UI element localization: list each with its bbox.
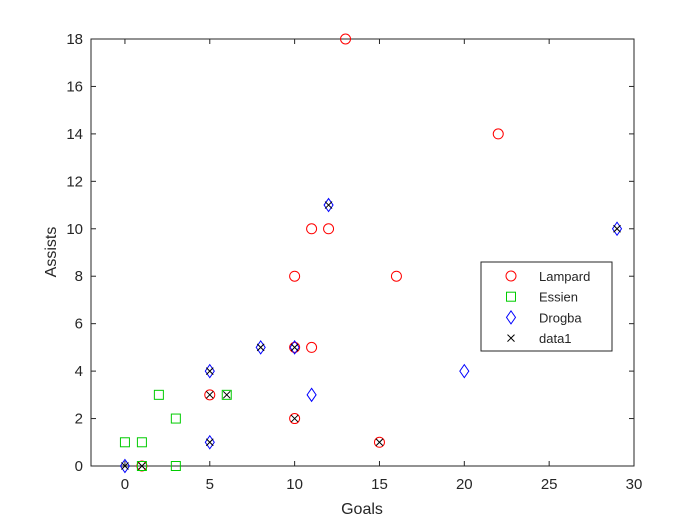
point-drogba [255, 340, 266, 355]
y-axis-label: Assists [43, 227, 60, 278]
legend-marker-drogba [505, 310, 517, 325]
point-data1 [290, 343, 299, 352]
legend-label-essien: Essien [539, 290, 578, 305]
legend-label-drogba: Drogba [539, 310, 582, 325]
point-lampard [289, 413, 301, 425]
point-lampard [306, 223, 318, 235]
point-lampard [373, 436, 385, 448]
point-essien [170, 413, 181, 424]
point-drogba [323, 197, 334, 213]
point-data1 [138, 462, 146, 470]
point-data1 [290, 414, 299, 423]
legend: Lampard Essien Drogba data1 [480, 261, 613, 352]
point-data1 [121, 462, 129, 470]
point-drogba [204, 363, 215, 379]
y-tick-label: 18 [66, 31, 83, 48]
point-drogba [289, 340, 300, 355]
legend-marker-data1 [507, 334, 515, 342]
point-data1 [375, 438, 384, 447]
point-lampard [492, 128, 504, 140]
y-tick-label: 10 [66, 221, 83, 238]
legend-label-data1: data1 [539, 331, 572, 346]
y-tick-label: 8 [75, 268, 83, 285]
legend-box [480, 261, 613, 352]
point-essien [119, 437, 130, 448]
point-data1 [205, 390, 214, 399]
point-lampard [340, 33, 352, 45]
point-essien [221, 389, 232, 400]
legend-marker-essien [506, 291, 516, 302]
data-points [119, 33, 623, 474]
y-tick-label: 12 [66, 173, 83, 190]
y-tick-label: 14 [66, 126, 83, 143]
x-axis-label: Goals [341, 501, 383, 518]
axis-ticks: 0 5 10 15 20 25 30 0 2 4 6 8 10 12 14 16 18 [66, 31, 642, 493]
x-tick-label: 20 [456, 476, 473, 493]
y-tick-label: 6 [75, 316, 83, 333]
y-tick-label: 4 [75, 363, 83, 380]
legend-marker-lampard [505, 270, 517, 282]
point-essien [170, 461, 181, 471]
y-tick-label: 2 [75, 411, 83, 428]
point-data1 [205, 438, 214, 447]
point-drogba [459, 363, 470, 379]
point-essien [136, 461, 147, 471]
point-lampard [306, 341, 318, 353]
point-lampard [390, 270, 402, 282]
x-tick-label: 0 [121, 476, 129, 493]
point-essien [136, 437, 147, 448]
y-tick-label: 16 [66, 78, 83, 95]
legend-label-lampard: Lampard [539, 269, 590, 284]
point-lampard [289, 270, 301, 282]
point-essien [153, 389, 164, 400]
point-data1 [324, 201, 333, 209]
point-drogba [306, 387, 317, 403]
point-data1 [613, 224, 621, 233]
point-drogba [611, 221, 623, 237]
point-data1 [256, 343, 265, 352]
x-tick-label: 15 [371, 476, 388, 493]
x-tick-label: 25 [541, 476, 558, 493]
x-tick-label: 5 [206, 476, 214, 493]
point-drogba [204, 434, 215, 450]
point-lampard [323, 223, 335, 235]
plot-area [90, 38, 635, 467]
point-data1 [222, 390, 231, 399]
point-lampard [204, 389, 216, 401]
x-tick-label: 30 [626, 476, 643, 493]
point-drogba [119, 458, 131, 474]
point-data1 [205, 367, 214, 375]
y-tick-label: 0 [75, 458, 83, 475]
x-tick-label: 10 [286, 476, 303, 493]
